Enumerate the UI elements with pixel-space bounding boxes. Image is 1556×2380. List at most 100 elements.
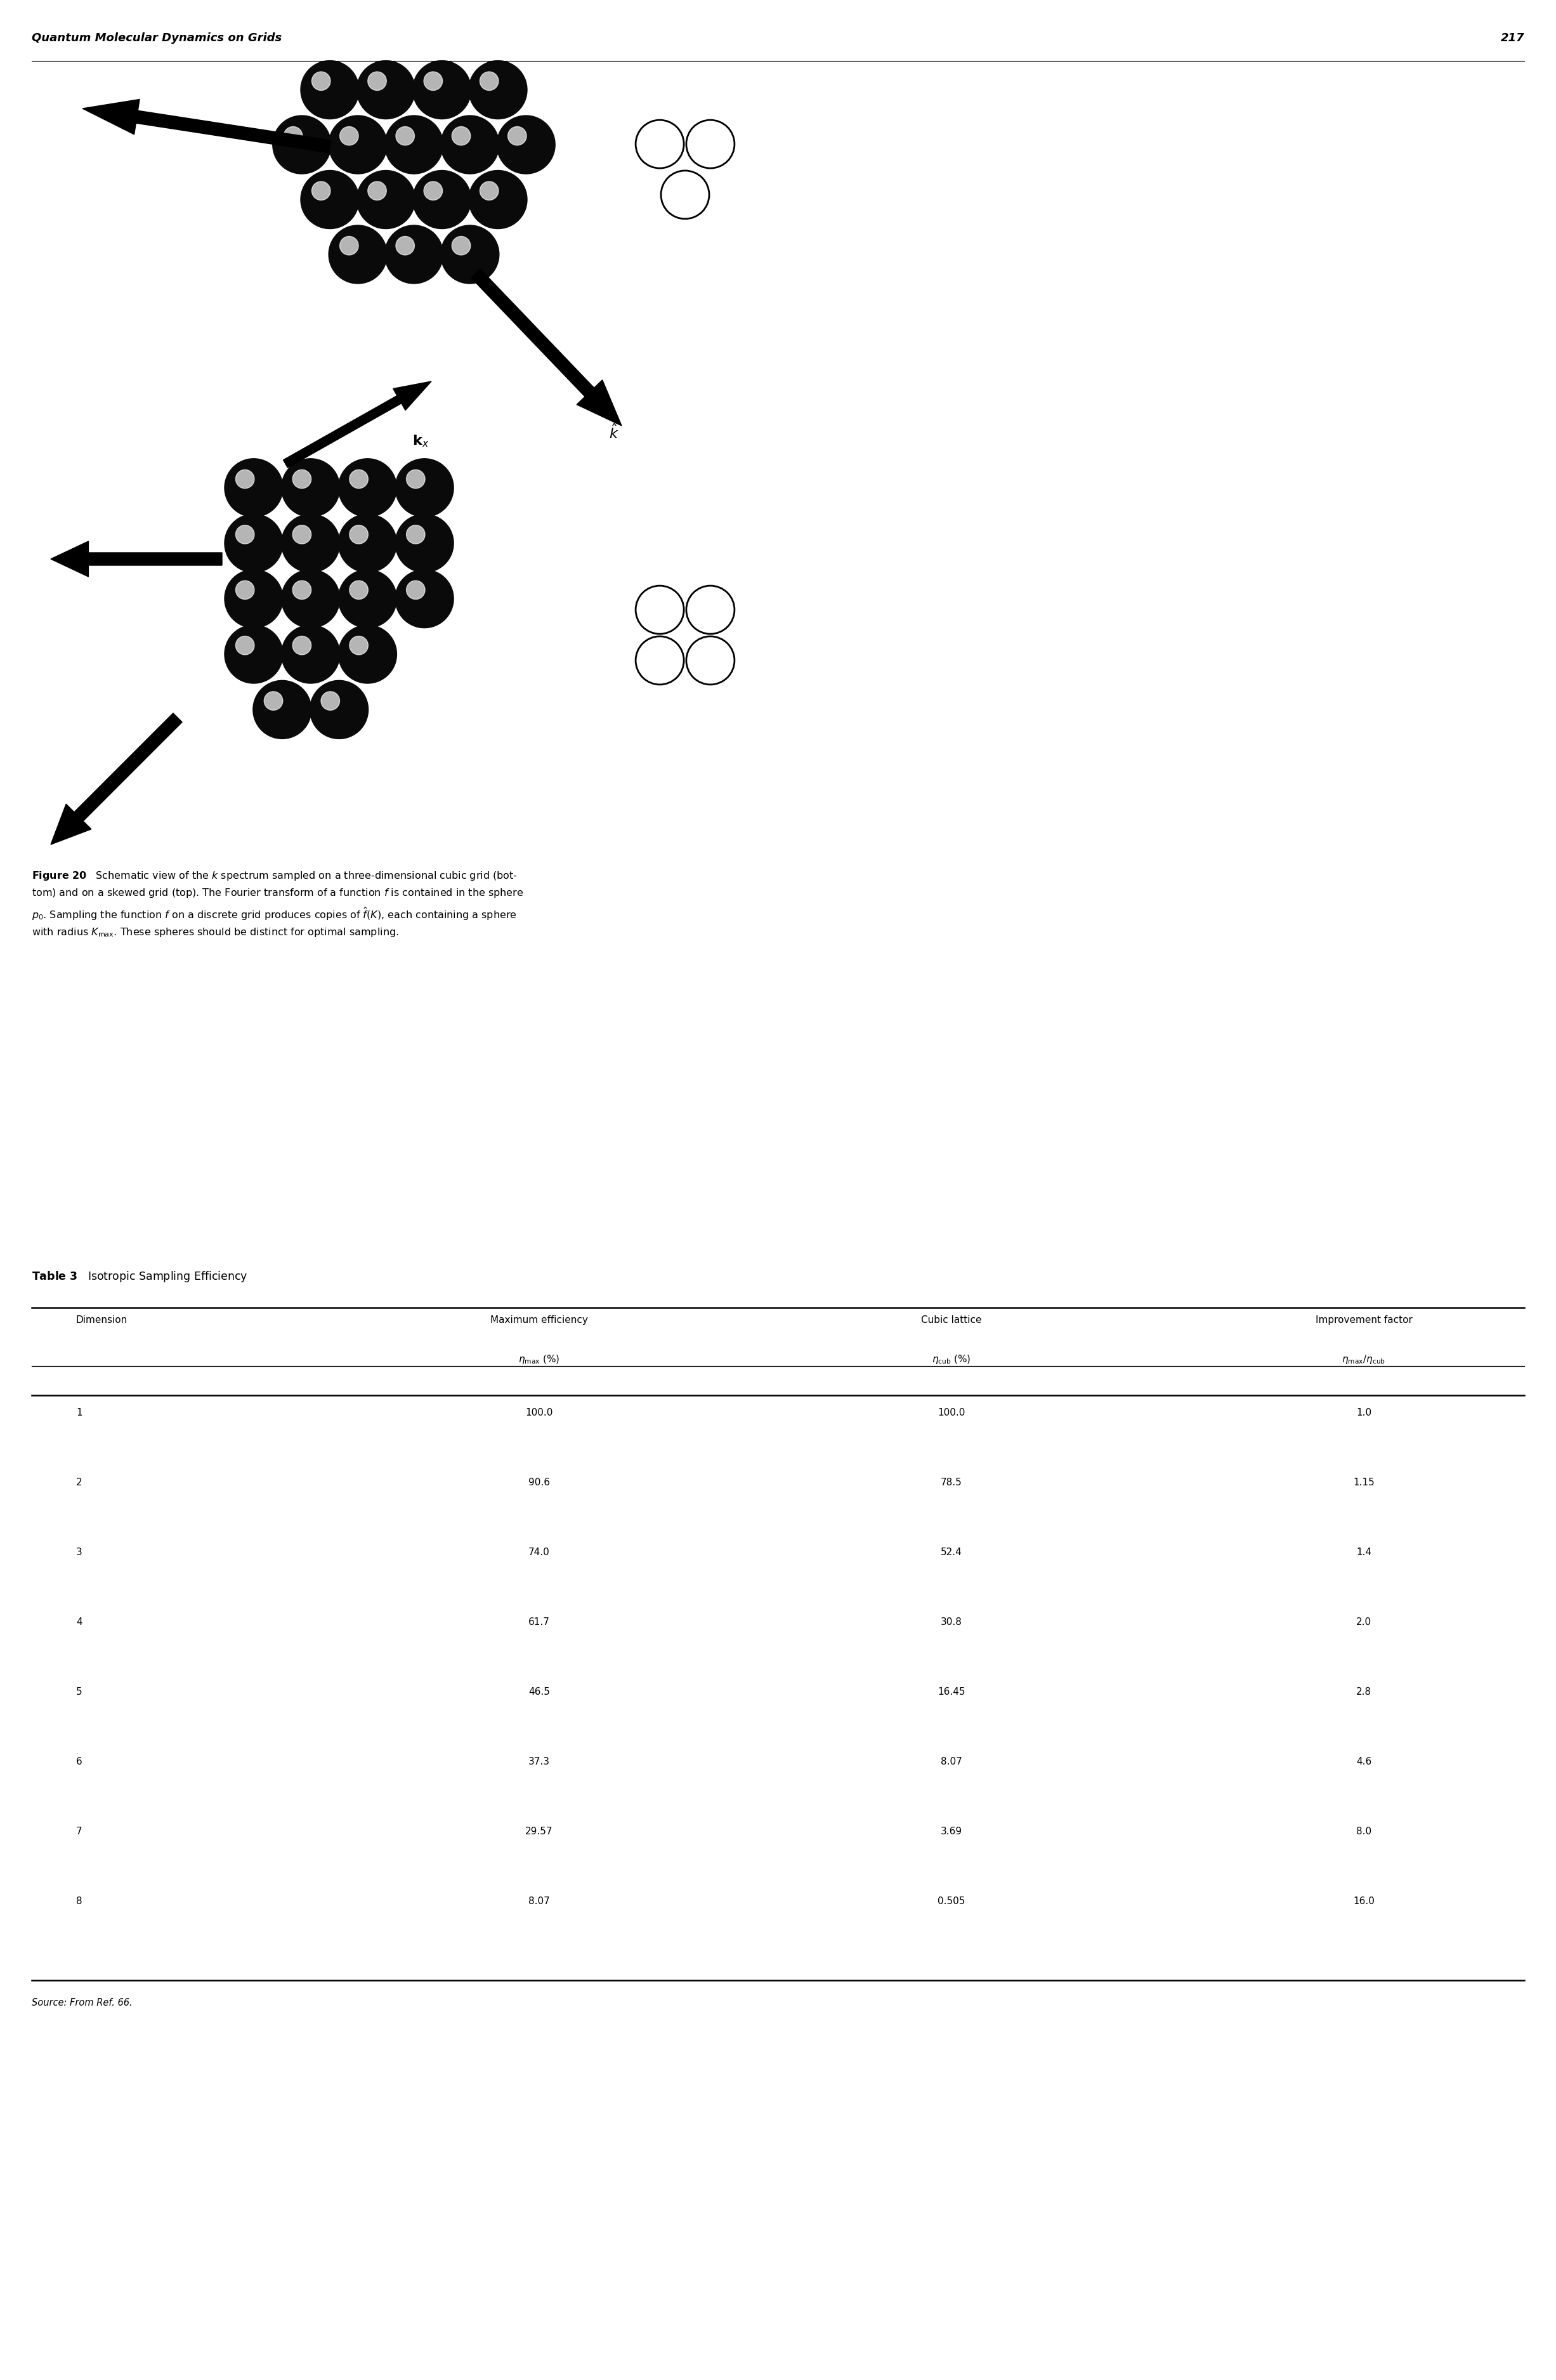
Text: $\eta_{\mathrm{max}}$ (%): $\eta_{\mathrm{max}}$ (%) <box>518 1354 560 1366</box>
Text: 90.6: 90.6 <box>529 1478 549 1488</box>
Circle shape <box>328 117 387 174</box>
Circle shape <box>310 681 369 738</box>
Text: 3: 3 <box>76 1547 82 1557</box>
Circle shape <box>282 626 339 683</box>
Text: 29.57: 29.57 <box>526 1828 552 1837</box>
Text: 0.505: 0.505 <box>938 1897 965 1906</box>
Circle shape <box>423 71 442 90</box>
Circle shape <box>254 681 311 738</box>
Text: 30.8: 30.8 <box>941 1618 962 1628</box>
Circle shape <box>339 236 358 255</box>
Text: 2.8: 2.8 <box>1357 1687 1371 1697</box>
Text: 74.0: 74.0 <box>529 1547 549 1557</box>
Text: 100.0: 100.0 <box>526 1409 552 1418</box>
Text: 52.4: 52.4 <box>941 1547 962 1557</box>
Circle shape <box>451 236 470 255</box>
Text: 61.7: 61.7 <box>529 1618 549 1628</box>
Text: 7: 7 <box>76 1828 82 1837</box>
Circle shape <box>367 181 386 200</box>
Text: 3.69: 3.69 <box>941 1828 962 1837</box>
Text: 1.15: 1.15 <box>1354 1478 1374 1488</box>
FancyArrow shape <box>82 100 331 152</box>
Circle shape <box>282 459 339 516</box>
Text: Cubic lattice: Cubic lattice <box>921 1316 982 1326</box>
Circle shape <box>235 469 254 488</box>
FancyArrow shape <box>283 381 431 469</box>
Text: $\mathbf{Figure\ 20}$   Schematic view of the $k$ spectrum sampled on a three-di: $\mathbf{Figure\ 20}$ Schematic view of … <box>31 871 523 938</box>
Circle shape <box>496 117 555 174</box>
Circle shape <box>507 126 526 145</box>
Circle shape <box>406 469 425 488</box>
Circle shape <box>224 459 283 516</box>
Circle shape <box>339 126 358 145</box>
Text: $\eta_{\mathrm{cub}}$ (%): $\eta_{\mathrm{cub}}$ (%) <box>932 1354 971 1366</box>
Circle shape <box>338 514 397 574</box>
Text: 5: 5 <box>76 1687 82 1697</box>
Text: 37.3: 37.3 <box>529 1756 549 1766</box>
Text: $\mathbf{Table\ 3}$   Isotropic Sampling Efficiency: $\mathbf{Table\ 3}$ Isotropic Sampling E… <box>31 1269 247 1283</box>
Circle shape <box>395 459 454 516</box>
Circle shape <box>293 469 311 488</box>
Text: Improvement factor: Improvement factor <box>1315 1316 1413 1326</box>
Circle shape <box>293 635 311 655</box>
Text: $\mathbf{k}_x$: $\mathbf{k}_x$ <box>412 433 429 447</box>
Circle shape <box>468 171 527 228</box>
Circle shape <box>440 117 499 174</box>
Circle shape <box>356 60 415 119</box>
Circle shape <box>338 626 397 683</box>
Circle shape <box>283 126 302 145</box>
Circle shape <box>395 126 414 145</box>
Text: 78.5: 78.5 <box>941 1478 962 1488</box>
Circle shape <box>350 635 369 655</box>
Circle shape <box>300 60 359 119</box>
Circle shape <box>282 569 339 628</box>
Circle shape <box>293 581 311 600</box>
Circle shape <box>272 117 331 174</box>
Circle shape <box>395 236 414 255</box>
Text: 1.0: 1.0 <box>1357 1409 1371 1418</box>
Circle shape <box>468 60 527 119</box>
Circle shape <box>406 526 425 545</box>
FancyArrow shape <box>471 269 622 426</box>
Circle shape <box>451 126 470 145</box>
Text: Source: From Ref. 66.: Source: From Ref. 66. <box>31 1999 132 2009</box>
Text: 100.0: 100.0 <box>938 1409 965 1418</box>
Circle shape <box>412 60 471 119</box>
Circle shape <box>300 171 359 228</box>
Text: 1: 1 <box>76 1409 82 1418</box>
Text: 6: 6 <box>76 1756 82 1766</box>
Text: 2.0: 2.0 <box>1357 1618 1371 1628</box>
Circle shape <box>384 117 443 174</box>
Circle shape <box>350 581 369 600</box>
Text: 217: 217 <box>1500 33 1525 43</box>
Text: 16.45: 16.45 <box>938 1687 965 1697</box>
Text: Dimension: Dimension <box>76 1316 128 1326</box>
Circle shape <box>412 171 471 228</box>
Circle shape <box>224 514 283 574</box>
Text: $\hat{k}$: $\hat{k}$ <box>608 424 619 440</box>
Circle shape <box>235 635 254 655</box>
Circle shape <box>321 693 339 709</box>
Text: 8.0: 8.0 <box>1357 1828 1371 1837</box>
Circle shape <box>338 569 397 628</box>
Circle shape <box>311 71 330 90</box>
Circle shape <box>384 226 443 283</box>
Text: 8.07: 8.07 <box>529 1897 549 1906</box>
Text: Maximum efficiency: Maximum efficiency <box>490 1316 588 1326</box>
Circle shape <box>395 514 454 574</box>
Circle shape <box>311 181 330 200</box>
Text: 2: 2 <box>76 1478 82 1488</box>
Circle shape <box>395 569 454 628</box>
Circle shape <box>479 71 498 90</box>
Text: Quantum Molecular Dynamics on Grids: Quantum Molecular Dynamics on Grids <box>31 33 282 43</box>
Circle shape <box>440 226 499 283</box>
Text: 8: 8 <box>76 1897 82 1906</box>
Text: $\eta_{\mathrm{max}}/\eta_{\mathrm{cub}}$: $\eta_{\mathrm{max}}/\eta_{\mathrm{cub}}… <box>1341 1354 1386 1366</box>
Circle shape <box>356 171 415 228</box>
Circle shape <box>479 181 498 200</box>
FancyArrow shape <box>51 540 223 576</box>
Circle shape <box>406 581 425 600</box>
Circle shape <box>224 569 283 628</box>
Circle shape <box>338 459 397 516</box>
Circle shape <box>282 514 339 574</box>
